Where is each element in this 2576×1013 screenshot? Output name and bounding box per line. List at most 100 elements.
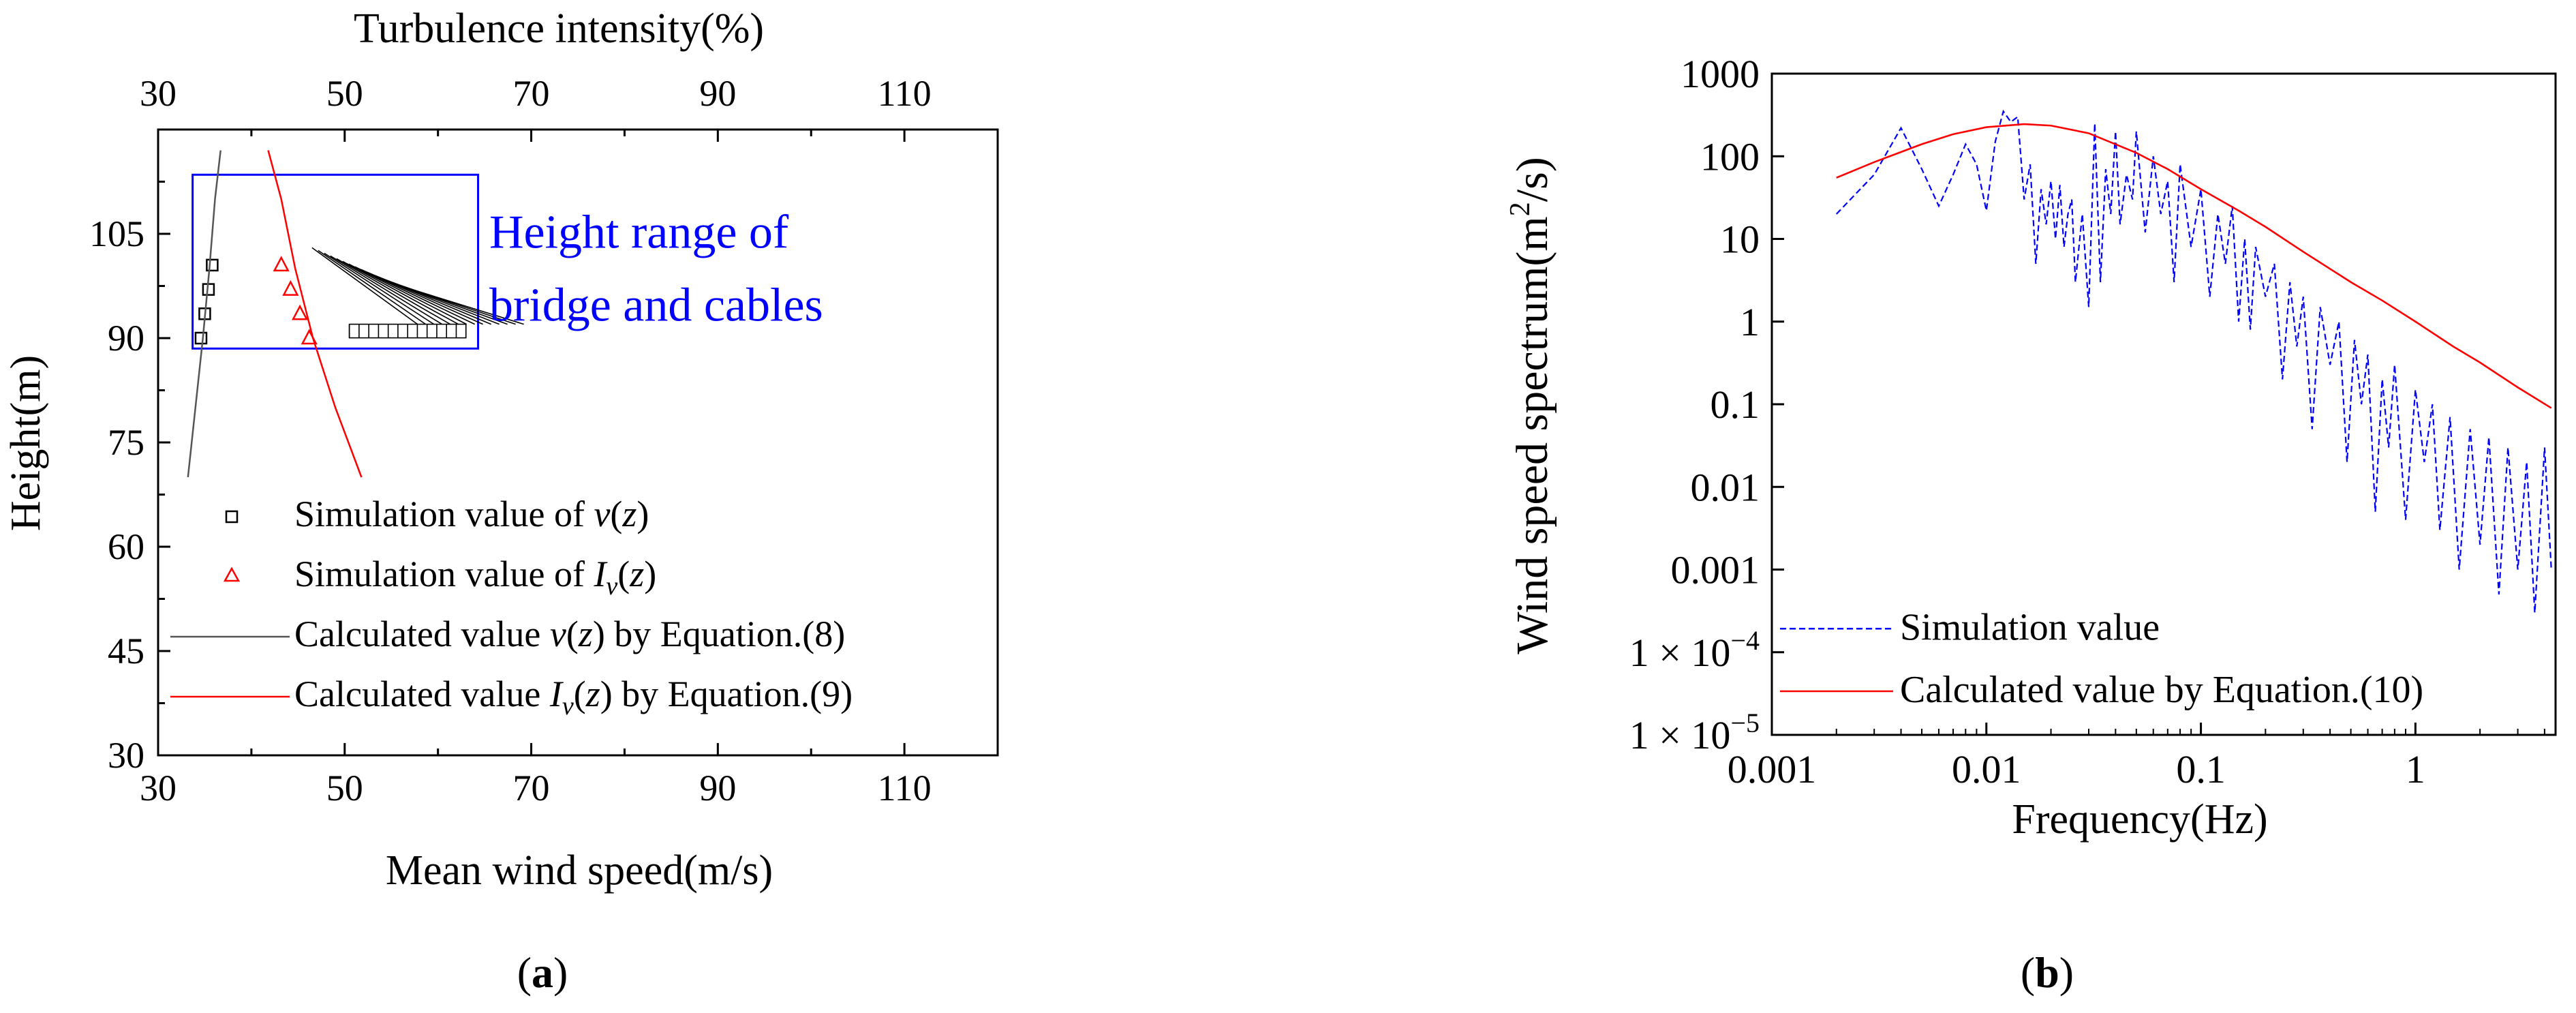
legend-text-part: ( bbox=[610, 494, 622, 534]
tick-label-text: 1 × 10 bbox=[1629, 631, 1731, 675]
panel-b-x-tick-label: 0.1 bbox=[2176, 747, 2226, 791]
panel-a-x-tick-label: 90 bbox=[699, 768, 736, 808]
legend-text-part: v bbox=[594, 494, 610, 534]
panel-b-y-axis-title-post: /s) bbox=[1507, 157, 1557, 202]
panel-a-square-marker bbox=[194, 331, 208, 345]
legend-text-part: ) by Equation.(8) bbox=[593, 614, 845, 654]
panel-a-top-tick-label: 30 bbox=[140, 73, 177, 114]
panel-a-top-axis-title: Turbulence intensity(%) bbox=[354, 5, 764, 52]
panel-a-triangle-marker bbox=[292, 304, 309, 320]
panel-a-y-tick-label: 105 bbox=[89, 213, 144, 254]
legend-text-part: v bbox=[550, 614, 566, 654]
tick-label-exponent: −5 bbox=[1730, 708, 1760, 738]
height-range-box bbox=[191, 173, 480, 350]
panel-b-y-tick-label: 1 bbox=[1740, 300, 1760, 344]
panel-b-x-tick-label: 1 bbox=[2406, 747, 2425, 791]
panel-b-label: (b) bbox=[2021, 948, 2074, 997]
legend-text-part: ( bbox=[566, 614, 579, 654]
legend-triangle-marker bbox=[223, 566, 241, 582]
legend-text-part: ) bbox=[644, 554, 656, 594]
panel-a-y-tick-label: 90 bbox=[108, 318, 144, 359]
legend-entry-2: Calculated value v(z) by Equation.(8) bbox=[294, 614, 845, 654]
panel-a-y-axis-title: Height(m) bbox=[3, 355, 49, 531]
panel-a-triangle-marker bbox=[273, 256, 290, 272]
legend-entry-1: Simulation value of Iv(z) bbox=[294, 554, 656, 601]
stay-cable bbox=[330, 255, 443, 325]
panel-a-x-axis-title: Mean wind speed(m/s) bbox=[386, 847, 773, 894]
legend-text-part: z bbox=[622, 494, 637, 534]
legend-text-part: v bbox=[606, 572, 617, 601]
panel-b-y-axis-title-pre: Wind speed spectrum(m bbox=[1507, 216, 1557, 654]
stay-cable bbox=[391, 282, 524, 325]
stay-cable bbox=[354, 266, 475, 325]
legend-text-part: Calculated value bbox=[294, 614, 550, 654]
legend-text-part: ) by Equation.(9) bbox=[600, 674, 853, 714]
panel-a-label-letter: a bbox=[532, 948, 553, 997]
legend-text-part: ) bbox=[637, 494, 649, 534]
panel-a-y-tick-label: 30 bbox=[108, 735, 144, 776]
panel-a-label: (a) bbox=[517, 948, 568, 997]
legend-text-part: Simulation value of bbox=[294, 494, 594, 534]
tick-label-text: 10 bbox=[1720, 217, 1760, 262]
legend-text-part: z bbox=[585, 674, 600, 714]
panel-a-chart: Turbulence intensity(%) 30 50 70 90 110 Heig… bbox=[3, 5, 999, 997]
legend-entry-0: Simulation value of v(z) bbox=[294, 494, 649, 534]
panel-a-triangle-marker bbox=[282, 279, 299, 296]
panel-a-y-tick-label: 60 bbox=[108, 526, 144, 567]
legend-text-part: Calculated value bbox=[294, 674, 550, 714]
annotation-line-2: bridge and cables bbox=[489, 279, 823, 332]
tick-label-text: 0.01 bbox=[1691, 465, 1760, 509]
tick-label-text: 0.001 bbox=[1671, 548, 1760, 592]
panel-a-series-line-3 bbox=[267, 150, 363, 478]
panel-a-top-tick-label: 50 bbox=[326, 73, 363, 114]
panel-a-top-tick-label: 90 bbox=[699, 73, 736, 114]
panel-b-y-axis-title-sup: 2 bbox=[1505, 202, 1536, 216]
panel-b-y-axis-title: Wind speed spectrum(m2/s) bbox=[1505, 157, 1557, 654]
panel-b-y-tick-label: 0.001 bbox=[1671, 548, 1760, 592]
panel-b-legend-entry: Simulation value bbox=[1900, 606, 2160, 648]
legend-text-part: I bbox=[593, 554, 608, 594]
legend-text-part: z bbox=[629, 554, 644, 594]
panel-a-y-tick-label: 75 bbox=[108, 422, 144, 463]
panel-b-legend-entry: Calculated value by Equation.(10) bbox=[1900, 669, 2423, 711]
stay-cable bbox=[348, 263, 467, 325]
tick-label-exponent: −4 bbox=[1730, 625, 1760, 656]
panel-a-y-tick-label: 45 bbox=[108, 631, 144, 671]
stay-cable bbox=[324, 252, 435, 325]
tick-label-text: 1 × 10 bbox=[1629, 713, 1731, 757]
legend-text-part: v bbox=[562, 692, 574, 721]
panel-b-y-tick-label: 100 bbox=[1700, 134, 1760, 179]
legend-text-part: ( bbox=[574, 674, 586, 714]
panel-a-x-tick-label: 110 bbox=[878, 768, 932, 808]
tick-label-text: 1000 bbox=[1681, 52, 1760, 96]
legend-text-part: I bbox=[549, 674, 564, 714]
panel-a-x-tick-label: 30 bbox=[140, 768, 177, 808]
stay-cable bbox=[311, 247, 418, 325]
panel-b-y-tick-label: 1000 bbox=[1681, 52, 1760, 96]
panel-b-y-tick-label: 0.1 bbox=[1711, 382, 1760, 427]
tick-label-text: 100 bbox=[1700, 134, 1760, 179]
panel-b-label-letter: b bbox=[2035, 948, 2059, 997]
panel-b-x-tick-label: 0.001 bbox=[1728, 747, 1817, 791]
stay-cable bbox=[336, 258, 451, 325]
panel-b-y-tick-label: 10 bbox=[1720, 217, 1760, 262]
legend-text-part: z bbox=[578, 614, 593, 654]
panel-b-y-tick-label: 1 × 10−4 bbox=[1629, 625, 1760, 675]
stay-cable bbox=[342, 260, 459, 325]
legend-square-marker bbox=[225, 510, 239, 524]
panel-b-x-axis-title: Frequency(Hz) bbox=[2012, 796, 2267, 843]
legend-text-part: Simulation value of bbox=[294, 554, 594, 594]
tick-label-text: 1 bbox=[1740, 300, 1760, 344]
panel-a-top-tick-label: 70 bbox=[513, 73, 550, 114]
panel-b-chart: Simulation value Calculated value by Equa… bbox=[1505, 52, 2557, 997]
panel-a-top-tick-label: 110 bbox=[878, 73, 932, 114]
legend-entry-3: Calculated value Iv(z) by Equation.(9) bbox=[294, 674, 853, 721]
panel-b-series-line-1 bbox=[1836, 123, 2552, 409]
annotation-line-1: Height range of bbox=[489, 206, 789, 258]
panel-a-square-marker bbox=[206, 258, 219, 272]
panel-b-x-tick-label: 0.01 bbox=[1952, 747, 2021, 791]
panel-b-series-line-0 bbox=[1835, 109, 2552, 613]
panel-a-x-tick-label: 70 bbox=[513, 768, 550, 808]
panel-b-y-tick-label: 1 × 10−5 bbox=[1629, 708, 1760, 757]
